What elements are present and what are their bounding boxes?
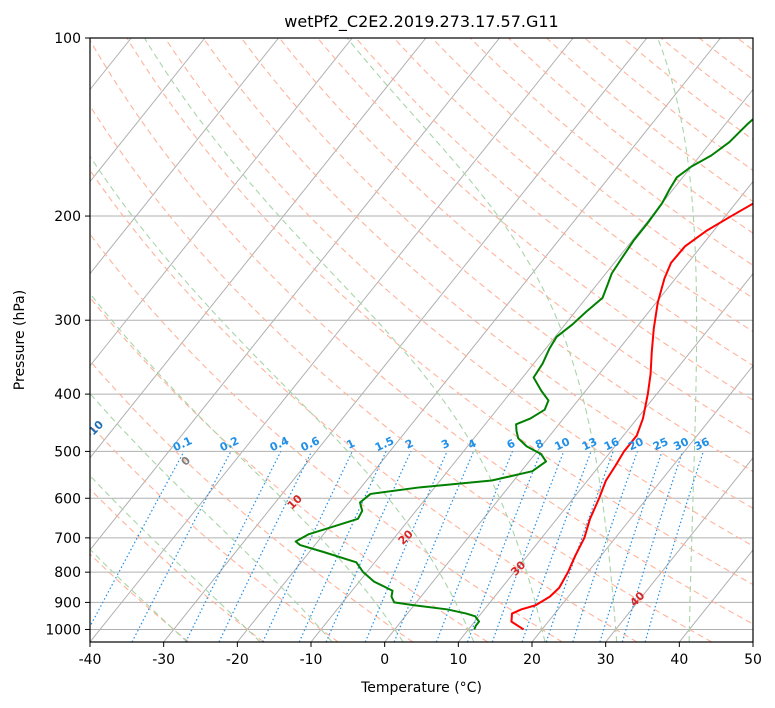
isotherm-30 [605, 457, 753, 642]
moist-adiabat-20 [143, 38, 546, 642]
isotherm--70 [90, 38, 353, 367]
mixing-ratio-line-2 [185, 451, 282, 642]
y-tick-label: 600 [54, 491, 81, 507]
y-tick-label: 500 [54, 444, 81, 460]
plot-frame [89, 37, 754, 643]
profile-series [294, 117, 753, 631]
x-tick-label: 40 [670, 652, 688, 668]
dry-adiabat-160 [508, 38, 753, 234]
mixing-ratio-line-11 [491, 451, 565, 642]
x-tick-label: -40 [79, 652, 102, 668]
chart-title: wetPf2_C2E2.2019.273.17.57.G11 [284, 12, 558, 32]
dry-adiabat-150 [469, 38, 753, 267]
mixing-ratio-line-7 [364, 451, 448, 642]
isotherm--90 [90, 38, 206, 183]
isotherm-10 [457, 272, 753, 642]
y-axis-title: Pressure (hPa) [12, 290, 28, 390]
dry-adiabat-90 [240, 38, 753, 473]
x-tick-label: 10 [449, 652, 467, 668]
mixing-ratio-label: 16 [602, 435, 622, 453]
moist-adiabat-10 [90, 155, 475, 642]
isotherm-20 [531, 364, 753, 642]
dewpoint-line [294, 117, 753, 630]
x-tick-label: 50 [744, 652, 762, 668]
isotherm--20 [236, 38, 721, 642]
dry-adiabat-100 [279, 38, 753, 437]
reference-lines [90, 38, 753, 642]
x-tick-label: -30 [152, 652, 175, 668]
y-tick-label: 400 [54, 387, 81, 403]
y-tick-label: 800 [54, 565, 81, 581]
mixing-ratio-line-5 [298, 451, 387, 642]
isotherm--60 [90, 38, 427, 459]
y-tick-label: 1000 [45, 622, 81, 638]
isotherm--80 [90, 38, 279, 275]
dry-adiabat-80 [202, 38, 753, 509]
dry-adiabat-50 [90, 39, 753, 625]
y-tick-label: 100 [54, 31, 81, 47]
dry-adiabat-140 [431, 38, 753, 299]
mixing-ratio-line-0 [90, 451, 185, 628]
dry-adiabat-70 [164, 38, 753, 547]
x-tick-label: 20 [523, 652, 541, 668]
temperature-line [510, 202, 753, 631]
mixing-ratio-label: 30 [671, 435, 691, 453]
moist-adiabat--20 [90, 474, 261, 642]
isotherm--40 [90, 38, 574, 642]
mixing-ratio-label: 13 [580, 435, 599, 453]
mixing-ratio-label: 36 [692, 435, 712, 453]
mixing-ratio-line-16 [621, 451, 684, 642]
x-tick-label: -20 [226, 652, 249, 668]
dry-adiabat-20 [90, 233, 563, 642]
mixing-ratio-line-6 [325, 451, 412, 642]
y-tick-label: 900 [54, 595, 81, 611]
isotherm--30 [163, 38, 648, 642]
moist-adiabat--30 [90, 548, 188, 642]
moist-adiabat-40 [657, 38, 698, 642]
dry-adiabat-10 [90, 296, 488, 642]
mixing-ratio-line-3 [218, 451, 313, 642]
isotherm-0 [384, 180, 753, 642]
x-axis-title: Temperature (°C) [360, 680, 482, 696]
mixing-ratio-label: 20 [626, 435, 646, 453]
dry-adiabat-40 [90, 104, 712, 642]
dry-adiabat--10 [90, 423, 339, 642]
x-tick-label: -10 [300, 652, 323, 668]
y-tick-label: 700 [54, 531, 81, 547]
dry-adiabat-110 [317, 38, 753, 401]
mixing-ratio-line-15 [599, 451, 663, 642]
y-tick-label: 300 [54, 313, 81, 329]
mixing-ratio-line-14 [572, 451, 638, 642]
mixing-ratio-line-12 [521, 451, 592, 642]
y-tick-label: 200 [54, 209, 81, 225]
mixing-ratio-line-17 [644, 451, 704, 642]
x-tick-label: 30 [597, 652, 615, 668]
mixing-ratio-label: 10 [553, 435, 573, 453]
grid-layer [90, 38, 753, 642]
axis-ticks: -40 -30 -20 -10 0 10 20 30 40 50 100 200 300 400 500 60… [45, 31, 762, 668]
x-tick-label: 0 [380, 652, 389, 668]
moist-adiabat-0 [90, 292, 404, 642]
mixing-ratio-label: 25 [651, 435, 670, 453]
isotherm--50 [90, 38, 500, 551]
